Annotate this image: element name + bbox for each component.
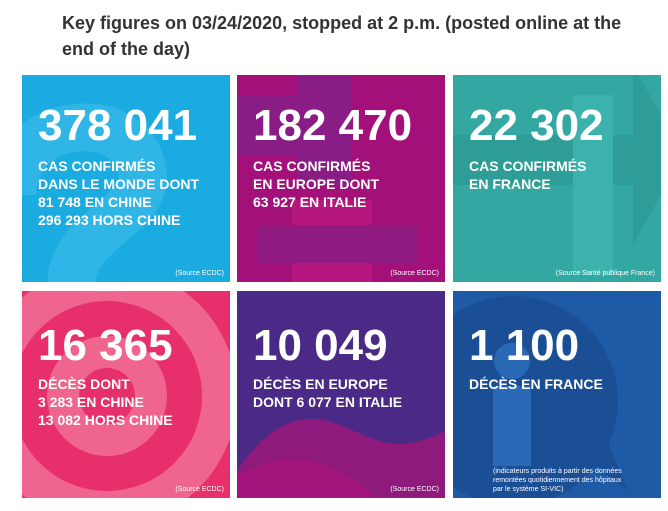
tile-description: CAS CONFIRMÉS DANS LE MONDE DONT 81 748 … <box>38 158 199 228</box>
tile-europe-confirmed-cases: 182 470 CAS CONFIRMÉS EN EUROPE DONT 63 … <box>237 75 445 282</box>
tile-description: DÉCÈS DONT 3 283 EN CHINE 13 082 HORS CH… <box>38 376 173 428</box>
tile-source: (Source ECDC) <box>175 270 224 277</box>
up-arrow-icon <box>453 75 661 282</box>
tile-source: (Source Santé publique France) <box>555 270 655 277</box>
question-mark-icon <box>22 103 167 282</box>
tile-france-confirmed-cases: 22 302 CAS CONFIRMÉS EN FRANCE (Source S… <box>453 75 661 282</box>
tile-description: DÉCÈS EN EUROPE DONT 6 077 EN ITALIE <box>253 376 403 410</box>
plus-sign-icon <box>237 75 445 282</box>
tile-france-deaths: 1 100 DÉCÈS EN FRANCE (indicateurs produ… <box>453 291 661 498</box>
tile-description: CAS CONFIRMÉS EN EUROPE DONT 63 927 EN I… <box>253 158 380 210</box>
tile-europe-deaths: 10 049 DÉCÈS EN EUROPE DONT 6 077 EN ITA… <box>237 291 445 498</box>
tile-world-confirmed-cases: 378 041 CAS CONFIRMÉS DANS LE MONDE DONT… <box>22 75 230 282</box>
tile-source: (indicateurs produits à partir des donné… <box>493 468 622 493</box>
page-title: Key figures on 03/24/2020, stopped at 2 … <box>62 13 622 59</box>
tile-source: (Source ECDC) <box>390 486 439 493</box>
tile-number: 16 365 <box>38 321 173 370</box>
tile-number: 182 470 <box>253 101 413 150</box>
tile-number: 22 302 <box>469 101 604 150</box>
tile-number: 378 041 <box>38 101 198 150</box>
wave-shape-icon <box>237 291 445 498</box>
tile-source: (Source ECDC) <box>175 486 224 493</box>
tile-number: 10 049 <box>253 321 388 370</box>
tile-source: (Source ECDC) <box>390 270 439 277</box>
info-bubble-icon <box>453 291 661 498</box>
tile-description: CAS CONFIRMÉS EN FRANCE <box>469 158 587 192</box>
target-circles-icon <box>22 291 230 498</box>
tile-world-deaths: 16 365 DÉCÈS DONT 3 283 EN CHINE 13 082 … <box>22 291 230 498</box>
tile-description: DÉCÈS EN FRANCE <box>469 376 603 392</box>
tile-number: 1 100 <box>469 321 580 370</box>
